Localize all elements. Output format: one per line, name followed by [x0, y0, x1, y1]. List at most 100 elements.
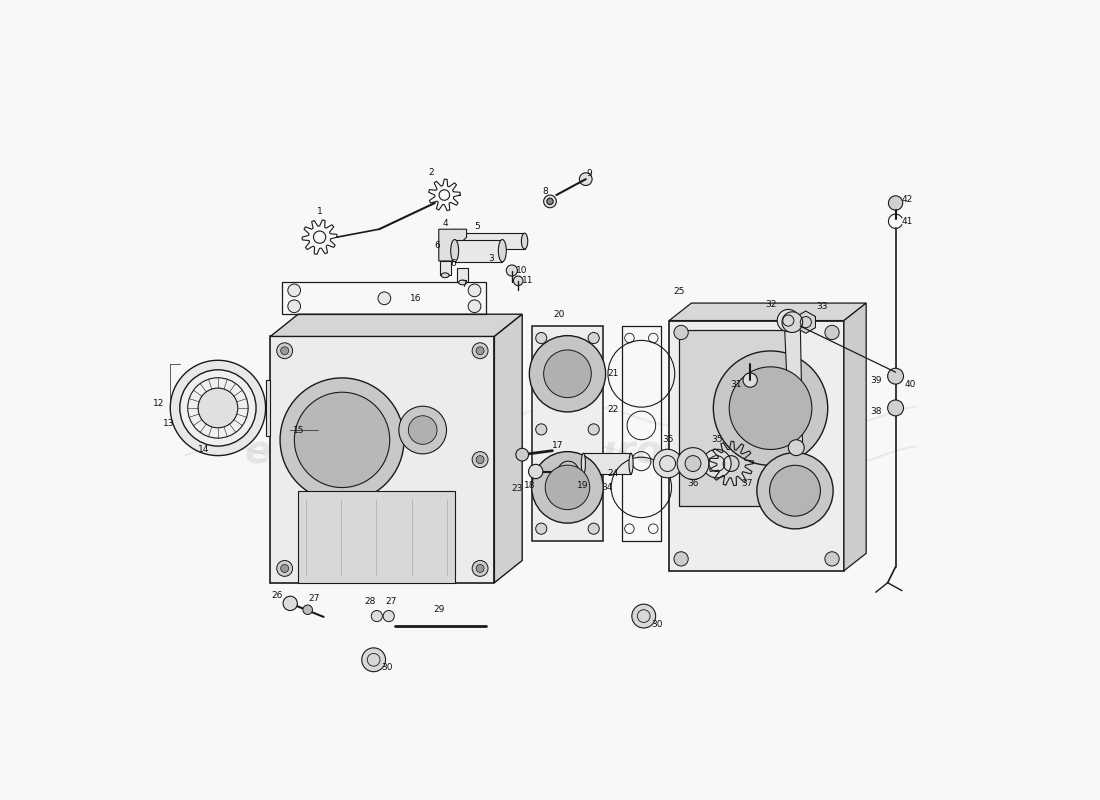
Circle shape	[757, 453, 833, 529]
Text: 22: 22	[607, 405, 618, 414]
Circle shape	[179, 370, 256, 446]
Circle shape	[198, 388, 238, 428]
Text: 9: 9	[586, 169, 593, 178]
Circle shape	[789, 440, 804, 456]
Ellipse shape	[498, 239, 506, 262]
Text: 20: 20	[553, 310, 565, 318]
Text: 6: 6	[450, 259, 456, 268]
Circle shape	[408, 416, 437, 444]
Circle shape	[469, 284, 481, 297]
Circle shape	[277, 342, 293, 358]
Circle shape	[889, 196, 903, 210]
Circle shape	[744, 373, 757, 387]
Text: eurospares: eurospares	[562, 433, 807, 470]
Circle shape	[631, 604, 656, 628]
Bar	[283, 282, 486, 314]
Circle shape	[778, 310, 800, 332]
Text: 6: 6	[434, 241, 440, 250]
Circle shape	[825, 326, 839, 340]
Circle shape	[588, 333, 600, 343]
Text: 4: 4	[442, 219, 448, 228]
Text: 13: 13	[163, 419, 174, 428]
Polygon shape	[784, 322, 803, 448]
Bar	[298, 491, 454, 582]
Circle shape	[536, 523, 547, 534]
Circle shape	[588, 523, 600, 534]
Text: 3: 3	[488, 254, 495, 263]
Ellipse shape	[441, 273, 449, 278]
Circle shape	[546, 465, 590, 510]
Circle shape	[170, 360, 265, 456]
Text: 35: 35	[711, 435, 723, 444]
Circle shape	[888, 400, 903, 416]
Text: 36: 36	[688, 479, 698, 488]
Text: 40: 40	[904, 380, 915, 389]
Circle shape	[536, 333, 547, 343]
Circle shape	[529, 336, 606, 412]
Text: 31: 31	[730, 380, 741, 389]
Text: 33: 33	[816, 302, 827, 310]
Text: 11: 11	[522, 276, 534, 286]
Text: 37: 37	[741, 479, 752, 488]
Circle shape	[888, 368, 903, 384]
Polygon shape	[271, 314, 522, 337]
Text: 7: 7	[461, 280, 468, 290]
Text: 18: 18	[524, 482, 535, 490]
Polygon shape	[494, 314, 522, 582]
Ellipse shape	[451, 239, 459, 262]
Circle shape	[529, 464, 543, 478]
Polygon shape	[439, 229, 466, 261]
Text: 17: 17	[552, 441, 563, 450]
Bar	[271, 337, 494, 582]
Circle shape	[580, 173, 592, 186]
Text: 25: 25	[673, 286, 684, 296]
Bar	[458, 268, 469, 282]
Circle shape	[280, 565, 288, 572]
Bar	[621, 326, 661, 541]
Circle shape	[472, 342, 488, 358]
Text: 5: 5	[474, 222, 480, 231]
Circle shape	[543, 350, 592, 398]
Circle shape	[543, 195, 557, 208]
Bar	[265, 380, 271, 436]
Circle shape	[476, 565, 484, 572]
Text: 26: 26	[272, 591, 283, 600]
Circle shape	[302, 605, 312, 614]
Text: 39: 39	[870, 376, 881, 385]
Circle shape	[547, 198, 553, 205]
Circle shape	[362, 648, 386, 672]
Text: 23: 23	[512, 485, 524, 494]
Text: 8: 8	[542, 186, 548, 195]
Ellipse shape	[629, 454, 634, 474]
Text: 35: 35	[662, 435, 673, 444]
Bar	[454, 239, 503, 262]
Circle shape	[469, 300, 481, 313]
Circle shape	[588, 424, 600, 435]
Text: 14: 14	[198, 445, 209, 454]
Polygon shape	[844, 303, 866, 571]
Circle shape	[516, 448, 529, 461]
Text: 24: 24	[607, 469, 618, 478]
Circle shape	[653, 450, 682, 478]
Circle shape	[472, 561, 488, 576]
Circle shape	[770, 466, 821, 516]
Circle shape	[288, 284, 300, 297]
Circle shape	[782, 312, 803, 333]
Bar	[440, 261, 451, 275]
Text: 1: 1	[317, 207, 322, 216]
Bar	[459, 233, 525, 249]
Circle shape	[514, 276, 522, 286]
Ellipse shape	[459, 280, 466, 285]
Text: 34: 34	[602, 483, 613, 492]
Circle shape	[383, 610, 394, 622]
Circle shape	[674, 552, 689, 566]
Text: 21: 21	[607, 370, 618, 378]
Text: 41: 41	[902, 217, 913, 226]
Ellipse shape	[521, 233, 528, 249]
Circle shape	[674, 326, 689, 340]
Text: 30: 30	[382, 663, 393, 672]
Circle shape	[678, 448, 708, 479]
Circle shape	[531, 452, 603, 523]
Text: 30: 30	[651, 619, 663, 629]
Circle shape	[378, 292, 390, 305]
